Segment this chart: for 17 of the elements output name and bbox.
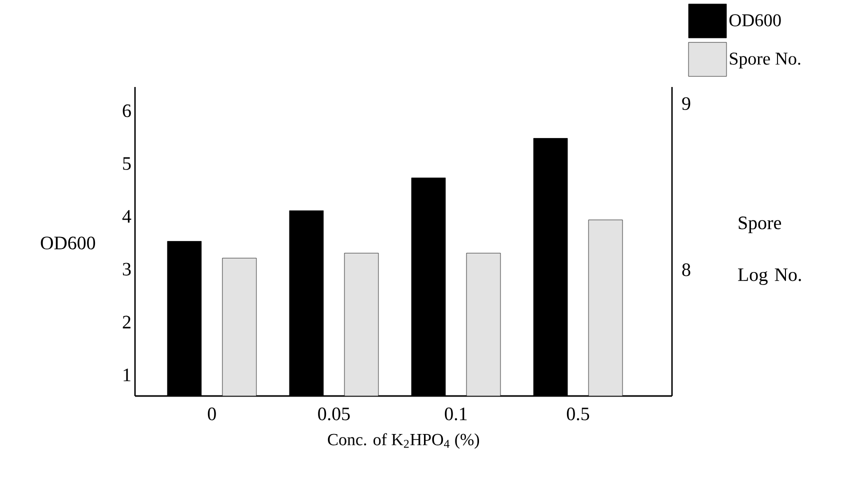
text: Spore Log No. — [738, 216, 801, 285]
x-tick-label: 0.5 — [566, 408, 590, 420]
y-tick-label: 3 — [122, 262, 131, 276]
y2-tick-label: 8 — [682, 263, 690, 276]
legend-label: OD600 — [729, 14, 781, 26]
x-tick-label: 0.1 — [444, 408, 467, 420]
y2-tick-label: 9 — [682, 97, 690, 110]
y-axis-title: OD600 — [40, 236, 96, 250]
legend-label: Spore No. — [730, 52, 800, 68]
x-tick-label: 0 — [208, 408, 216, 420]
y-tick-label: 4 — [122, 210, 132, 223]
x-tick-label: 0.05 — [318, 408, 350, 420]
x-axis-title: Conc. of K$_{2}$HPO$_{4}$ (%) — [328, 433, 480, 449]
y-tick-label: 5 — [123, 157, 131, 170]
y-tick-label: 2 — [122, 316, 130, 328]
y-tick-label: 1 — [124, 368, 130, 382]
y-tick-label: 6 — [122, 104, 131, 118]
